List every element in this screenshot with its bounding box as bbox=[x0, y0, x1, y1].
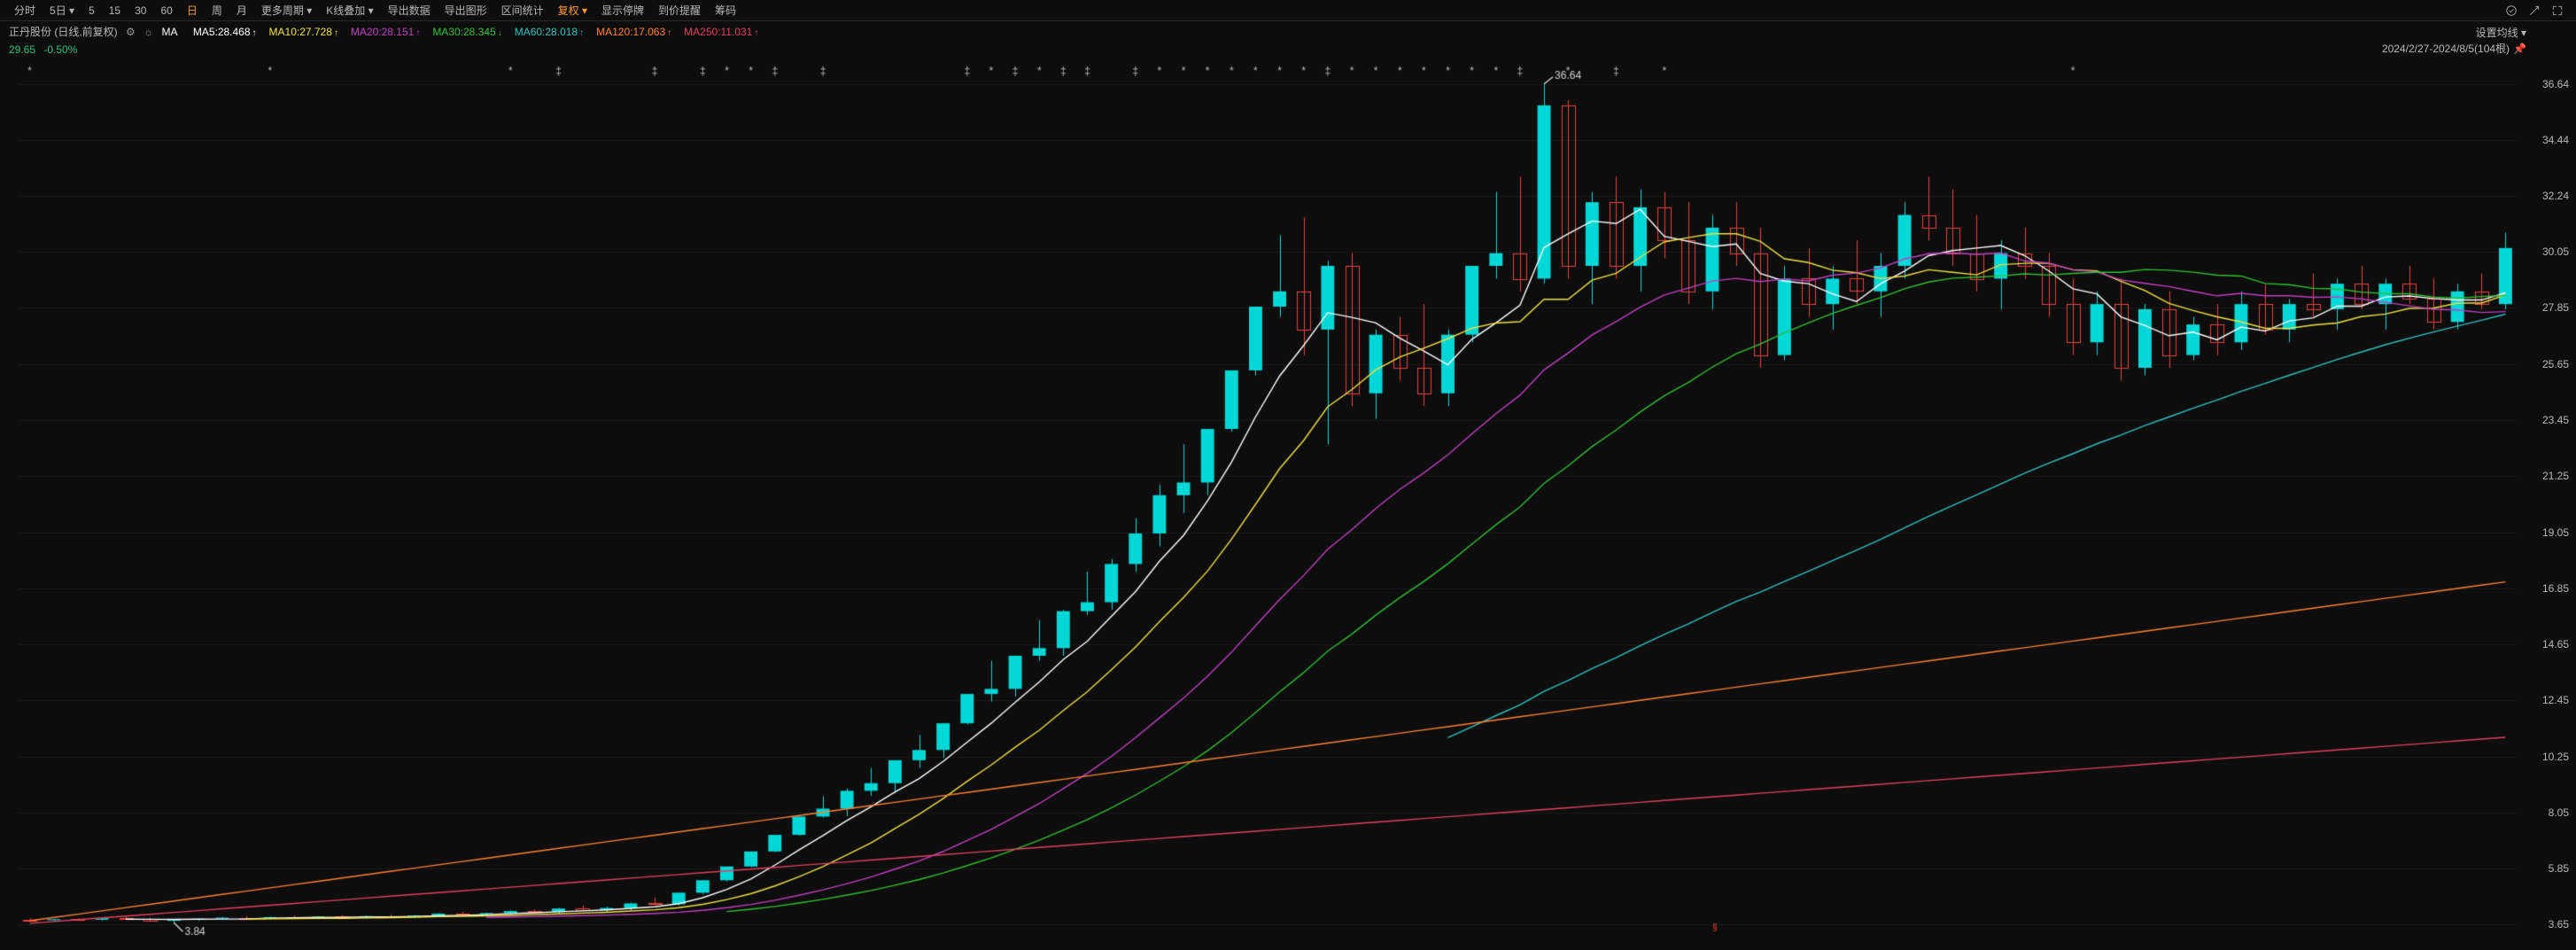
y-tick: 3.65 bbox=[2549, 918, 2569, 931]
y-tick: 5.85 bbox=[2549, 862, 2569, 875]
toolbar-item-9[interactable]: 更多周期 ▾ bbox=[254, 0, 319, 21]
toolbar-item-15[interactable]: 显示停牌 bbox=[594, 0, 651, 21]
ma-legend-4: MA60:28.018 bbox=[515, 26, 584, 38]
y-tick: 25.65 bbox=[2542, 358, 2569, 370]
y-tick: 8.05 bbox=[2549, 806, 2569, 819]
toolbar-item-6[interactable]: 日 bbox=[180, 0, 205, 21]
ma-legend-3: MA30:28.345 bbox=[432, 26, 501, 38]
ma-legend-6: MA250:11.031 bbox=[684, 26, 758, 38]
toolbar-item-2[interactable]: 5 bbox=[81, 0, 102, 21]
toolbar-item-10[interactable]: K线叠加 ▾ bbox=[319, 0, 380, 21]
y-tick: 34.44 bbox=[2542, 134, 2569, 146]
y-tick: 36.64 bbox=[2542, 78, 2569, 90]
stock-title: 正丹股份 (日线,前复权) bbox=[9, 26, 118, 38]
y-tick: 30.05 bbox=[2542, 245, 2569, 258]
sun-icon[interactable]: ☼ bbox=[144, 26, 153, 38]
wand-icon[interactable] bbox=[2526, 3, 2542, 19]
y-axis: 36.64 34.44 32.24 30.05 27.85 25.65 23.45 21.25… bbox=[2526, 53, 2576, 950]
ma-legend-1: MA10:27.728 bbox=[269, 26, 338, 38]
y-tick: 16.85 bbox=[2542, 582, 2569, 595]
y-tick: 21.25 bbox=[2542, 470, 2569, 482]
candlestick-chart[interactable] bbox=[0, 53, 2526, 950]
toolbar: 分时5日 ▾5153060日周月更多周期 ▾K线叠加 ▾导出数据导出图形区间统计… bbox=[0, 0, 2576, 21]
toolbar-item-16[interactable]: 到价提醒 bbox=[651, 0, 708, 21]
ma-legend-2: MA20:28.151 bbox=[351, 26, 420, 38]
toolbar-item-8[interactable]: 月 bbox=[229, 0, 254, 21]
ma-legend-0: MA5:28.468 bbox=[193, 26, 257, 38]
toolbar-item-13[interactable]: 区间统计 bbox=[494, 0, 551, 21]
y-tick: 23.45 bbox=[2542, 414, 2569, 426]
y-tick: 14.65 bbox=[2542, 638, 2569, 650]
ma-legend-5: MA120:17.063 bbox=[596, 26, 671, 38]
toolbar-item-14[interactable]: 复权 ▾ bbox=[551, 0, 594, 21]
toolbar-item-3[interactable]: 15 bbox=[102, 0, 128, 21]
y-tick: 12.45 bbox=[2542, 694, 2569, 706]
toolbar-item-4[interactable]: 30 bbox=[128, 0, 153, 21]
ma-label: MA bbox=[161, 26, 177, 38]
gear-icon[interactable]: ⚙ bbox=[126, 26, 136, 38]
y-tick: 19.05 bbox=[2542, 526, 2569, 539]
toolbar-item-11[interactable]: 导出数据 bbox=[381, 0, 438, 21]
check-circle-icon[interactable] bbox=[2503, 3, 2519, 19]
expand-icon[interactable] bbox=[2549, 3, 2565, 19]
y-tick: 32.24 bbox=[2542, 190, 2569, 202]
toolbar-item-1[interactable]: 5日 ▾ bbox=[43, 0, 81, 21]
toolbar-item-7[interactable]: 周 bbox=[205, 0, 229, 21]
toolbar-item-0[interactable]: 分时 bbox=[7, 0, 43, 21]
ma-settings-button[interactable]: 设置均线 ▾ bbox=[2476, 25, 2526, 40]
toolbar-item-5[interactable]: 60 bbox=[153, 0, 179, 21]
toolbar-item-12[interactable]: 导出图形 bbox=[438, 0, 494, 21]
y-tick: 10.25 bbox=[2542, 751, 2569, 763]
legend: 正丹股份 (日线,前复权) ⚙ ☼ MA MA5:28.468 MA10:27.7… bbox=[9, 25, 769, 57]
y-tick: 27.85 bbox=[2542, 301, 2569, 314]
toolbar-item-17[interactable]: 筹码 bbox=[708, 0, 743, 21]
